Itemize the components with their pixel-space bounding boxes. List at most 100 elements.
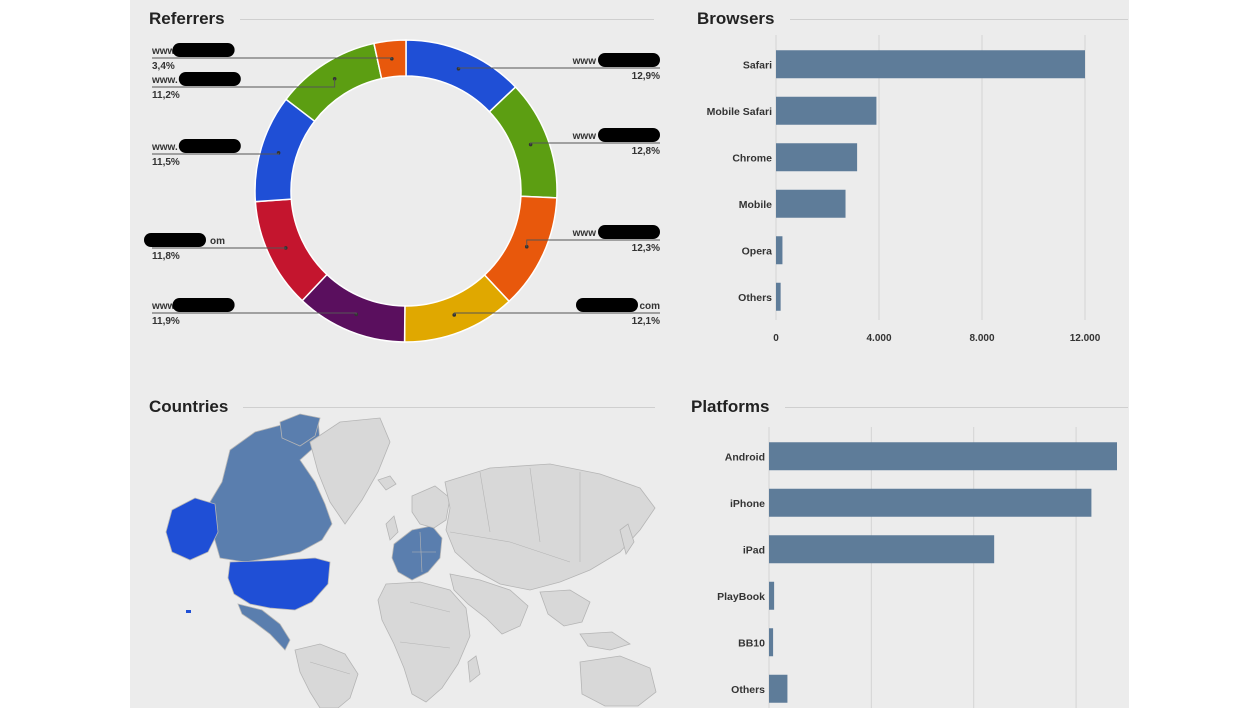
redaction-mark (178, 72, 241, 86)
referrer-percent-label: 11,9% (152, 316, 180, 327)
country-shape (579, 655, 657, 707)
country-shape (377, 475, 397, 491)
browsers-bar-chart: Safari Mobile Safari Chrome Mobile Opera Othe… (707, 35, 1101, 344)
browsers-title: Browsers (697, 9, 775, 28)
country-shape (391, 525, 443, 581)
category-label: PlayBook (717, 591, 765, 603)
country-border (529, 467, 541, 543)
country-shape (165, 497, 219, 561)
referrer-site-label: www (151, 46, 176, 57)
referrer-site-suffix: om (210, 236, 225, 247)
referrer-site-prefix: www (572, 228, 597, 239)
category-label: Mobile (739, 199, 772, 211)
platforms-title-rule (785, 407, 1128, 408)
country-border (399, 641, 451, 649)
referrer-leader-line (458, 67, 660, 69)
referrer-percent-label: 3,4% (152, 61, 175, 72)
countries-title-rule (243, 407, 655, 408)
country-shape (619, 523, 635, 555)
category-label: Chrome (732, 152, 772, 164)
category-label: iPhone (730, 498, 765, 510)
referrer-percent-label: 12,8% (632, 146, 660, 157)
bar (776, 143, 858, 172)
countries-title: Countries (149, 397, 229, 416)
country-shape (411, 485, 451, 529)
referrer-percent-label: 11,8% (152, 251, 180, 262)
category-label: Others (731, 684, 765, 696)
country-shape (444, 463, 656, 591)
map-land (165, 413, 657, 708)
referrer-slice (373, 39, 407, 80)
country-border (479, 471, 491, 533)
country-shape (279, 413, 321, 447)
bar (776, 236, 783, 265)
x-tick-label: 4.000 (866, 333, 891, 344)
redaction-mark (144, 233, 206, 247)
country-shape (309, 417, 391, 525)
platforms-bar-chart: Android iPhone iPad PlayBook BB10 Others (717, 427, 1117, 708)
referrer-leader-line (530, 142, 660, 145)
referrer-percent-label: 11,2% (152, 90, 180, 101)
category-label: BB10 (738, 637, 765, 649)
referrer-site-label: com (639, 301, 660, 312)
category-label: Android (725, 451, 765, 463)
country-border (409, 601, 451, 613)
bar (769, 442, 1117, 471)
referrers-donut-chart: www 12,9% www 12,8% www 12,3% com 12,1% www 11,9%… (144, 39, 660, 343)
bar (769, 628, 774, 657)
referrer-site-label: www. (151, 75, 178, 86)
referrer-site-label: www. (151, 142, 178, 153)
redaction-mark (172, 298, 235, 312)
referrer-percent-label: 11,5% (152, 157, 180, 168)
redaction-mark (178, 139, 241, 153)
island-shape (186, 610, 191, 613)
country-shape (449, 573, 529, 635)
referrer-leader-dot (390, 56, 394, 61)
country-shape (539, 589, 591, 627)
referrer-leader-line (152, 312, 357, 315)
country-border (309, 661, 351, 675)
browsers-title-rule (790, 19, 1128, 20)
bar (769, 674, 788, 703)
bar (776, 96, 877, 125)
referrer-leader-line (152, 78, 336, 88)
category-label: Safari (743, 59, 772, 71)
referrer-leader-line (453, 312, 660, 315)
country-shape (385, 515, 399, 541)
redaction-mark (598, 53, 660, 67)
referrer-percent-label: 12,9% (632, 71, 660, 82)
referrer-slice (488, 85, 558, 199)
category-label: Mobile Safari (707, 106, 772, 118)
referrer-percent-label: 12,1% (632, 316, 660, 327)
country-shape (377, 581, 471, 703)
bar (776, 189, 846, 218)
bar (769, 488, 1092, 517)
country-shape (467, 655, 481, 683)
country-shape (579, 631, 631, 651)
redaction-mark (598, 128, 660, 142)
referrer-leader-line (526, 239, 660, 247)
referrer-slice (405, 39, 517, 113)
bar (776, 50, 1085, 79)
countries-world-map (165, 413, 657, 708)
x-tick-label: 0 (773, 333, 779, 344)
category-label: iPad (743, 544, 765, 556)
country-border (509, 541, 571, 563)
country-shape (294, 643, 359, 708)
referrers-title-rule (240, 19, 654, 20)
country-border (449, 531, 511, 543)
referrer-percent-label: 12,3% (632, 243, 660, 254)
bar (769, 581, 775, 610)
referrer-slice (254, 198, 329, 302)
country-shape (237, 603, 291, 651)
country-shape (227, 557, 331, 611)
bar (776, 282, 781, 311)
referrer-site-label: www (151, 301, 176, 312)
redaction-mark (598, 225, 660, 239)
referrers-title: Referrers (149, 9, 225, 28)
category-label: Others (738, 292, 772, 304)
redaction-mark (576, 298, 638, 312)
referrer-site-prefix: www (572, 131, 597, 142)
referrer-site-prefix: www (572, 56, 597, 67)
referrer-leader-line (152, 152, 280, 155)
